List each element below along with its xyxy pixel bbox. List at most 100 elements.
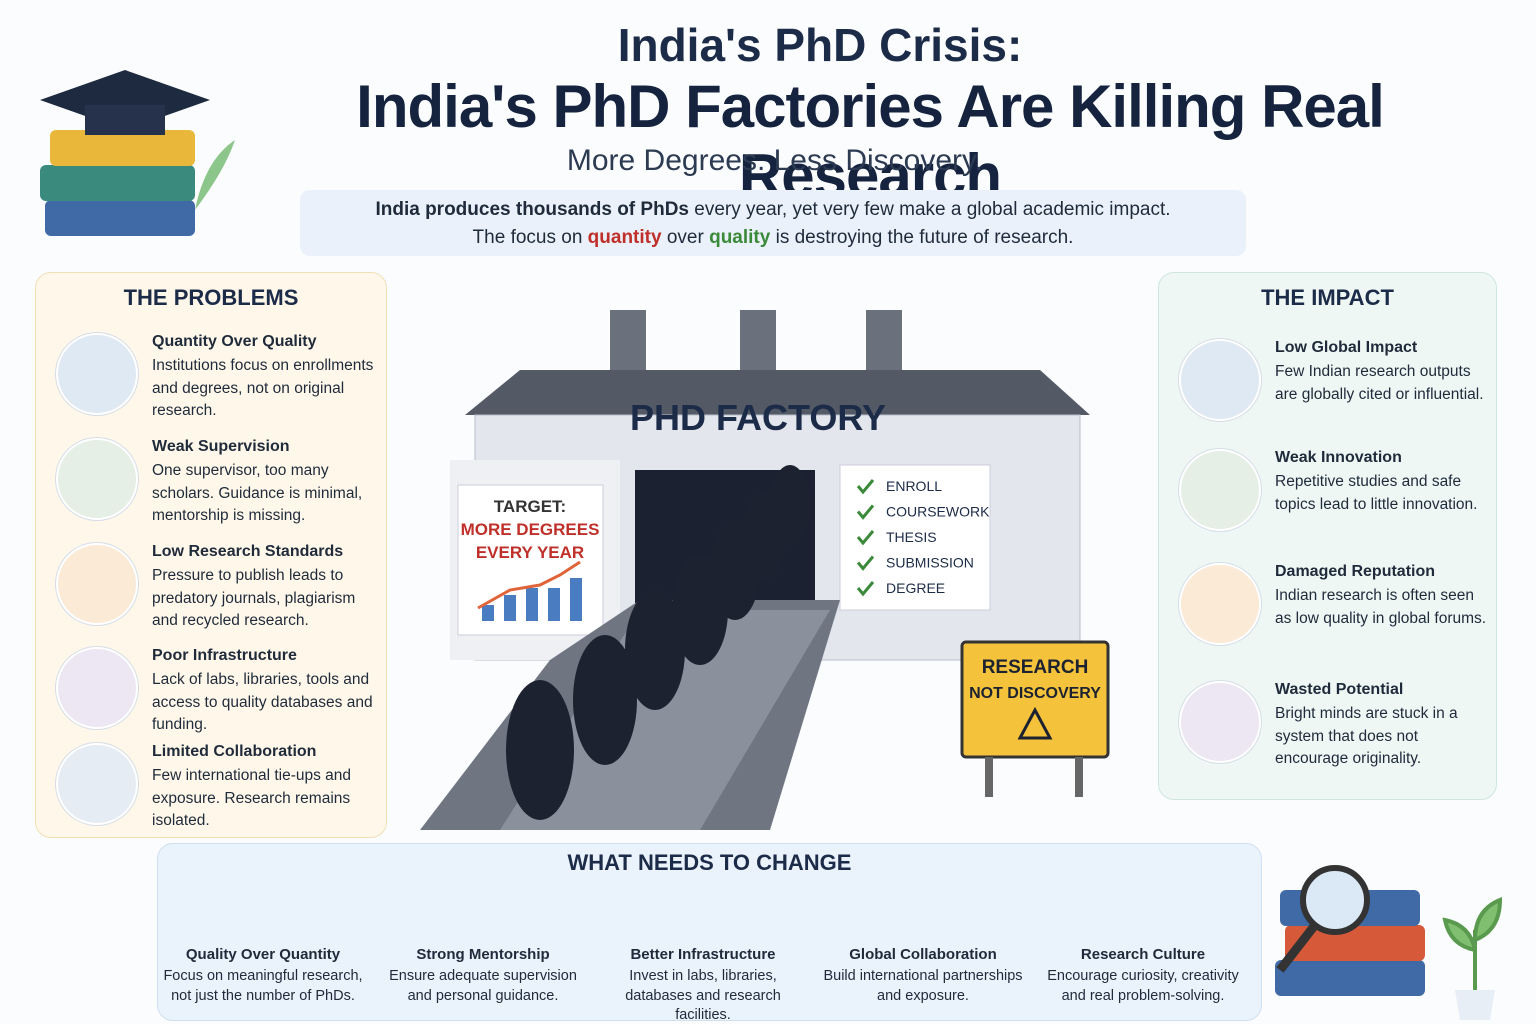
- change-item: Global Collaboration Build international …: [823, 884, 1023, 1006]
- item-title: Wasted Potential: [1275, 681, 1404, 698]
- item-text: Institutions focus on enrollments and de…: [152, 357, 374, 419]
- check-icon: [856, 530, 875, 546]
- intro-bold: India produces thousands of PhDs: [375, 199, 689, 220]
- change-title: Quality Over Quantity: [185, 946, 341, 963]
- intro-quality: quality: [709, 227, 771, 248]
- change-item: Quality Over Quantity Focus on meaningful…: [163, 884, 363, 1006]
- item-text: Few international tie-ups and exposure. …: [152, 767, 352, 829]
- intro-box: India produces thousands of PhDs every y…: [300, 190, 1246, 256]
- item-body: Wasted Potential Bright minds are stuck i…: [1275, 681, 1489, 771]
- intro-quantity: quantity: [587, 227, 662, 248]
- change-text: Invest in labs, libraries, databases and…: [625, 968, 781, 1023]
- item-icon: [1179, 563, 1261, 645]
- checklist-item: COURSEWORK: [886, 504, 990, 520]
- impact-item: Low Global Impact Few Indian research out…: [1179, 339, 1489, 421]
- warning-line: NOT DISCOVERY: [969, 685, 1101, 702]
- item-body: Weak Innovation Repetitive studies and sa…: [1275, 449, 1489, 531]
- item-title: Low Global Impact: [1275, 339, 1418, 356]
- intro-text: The focus on: [472, 227, 588, 248]
- item-text: Lack of labs, libraries, tools and acces…: [152, 671, 373, 733]
- checklist-item: ENROLL: [886, 478, 942, 494]
- conveyor: [500, 610, 830, 830]
- item-body: Low Research Standards Pressure to publis…: [152, 543, 376, 633]
- magnifier-illustration: [1275, 865, 1503, 1020]
- problems-item: Poor Infrastructure Lack of labs, librari…: [56, 647, 376, 737]
- change-item: Strong Mentorship Ensure adequate supervi…: [383, 884, 583, 1006]
- intro-text: every year, yet very few make a global a…: [688, 199, 1171, 220]
- problems-heading: THE PROBLEMS: [123, 285, 299, 310]
- item-body: Quantity Over Quality Institutions focus …: [152, 333, 376, 423]
- impact-panel: THE IMPACT Low Global Impact Few Indian re…: [1158, 272, 1497, 800]
- item-icon: [56, 743, 138, 825]
- item-text: Bright minds are stuck in a system that …: [1275, 705, 1458, 767]
- item-title: Poor Infrastructure: [152, 647, 297, 664]
- problems-item: Quantity Over Quality Institutions focus …: [56, 333, 376, 423]
- change-text: Focus on meaningful research, not just t…: [163, 968, 363, 1004]
- item-icon: [56, 543, 138, 625]
- subtitle: More Degrees. Less Discovery.: [566, 144, 984, 177]
- change-title: Better Infrastructure: [630, 946, 776, 963]
- check-icon: [856, 479, 875, 495]
- impact-item: Damaged Reputation Indian research is oft…: [1179, 563, 1489, 645]
- title-line1: India's PhD Crisis:: [617, 19, 1023, 71]
- change-text: Encourage curiosity, creativity and real…: [1047, 968, 1239, 1004]
- item-icon: [1179, 339, 1261, 421]
- item-body: Limited Collaboration Few international t…: [152, 743, 376, 833]
- problems-item: Limited Collaboration Few international t…: [56, 743, 376, 833]
- item-body: Low Global Impact Few Indian research out…: [1275, 339, 1489, 421]
- intro-text: is destroying the future of research.: [770, 227, 1074, 248]
- item-icon: [1179, 449, 1261, 531]
- target-line: MORE DEGREES: [461, 520, 600, 539]
- item-icon: [56, 647, 138, 729]
- checklist-item: DEGREE: [886, 580, 945, 596]
- problems-item: Low Research Standards Pressure to publis…: [56, 543, 376, 633]
- impact-item: Wasted Potential Bright minds are stuck i…: [1179, 681, 1489, 771]
- target-line: EVERY YEAR: [476, 543, 584, 562]
- change-panel: WHAT NEEDS TO CHANGE Quality Over Quantit…: [157, 843, 1262, 1024]
- checklist-item: THESIS: [886, 529, 937, 545]
- item-text: Pressure to publish leads to predatory j…: [152, 567, 356, 629]
- problems-panel: THE PROBLEMS Quantity Over Quality Institu…: [35, 272, 387, 838]
- books-illustration: [40, 70, 235, 236]
- impact-item: Weak Innovation Repetitive studies and sa…: [1179, 449, 1489, 531]
- item-title: Weak Supervision: [152, 438, 290, 455]
- item-text: Few Indian research outputs are globally…: [1275, 363, 1484, 403]
- checklist-item: SUBMISSION: [886, 555, 974, 571]
- item-icon: [1179, 681, 1261, 763]
- item-body: Weak Supervision One supervisor, too many…: [152, 438, 376, 528]
- item-text: Indian research is often seen as low qua…: [1275, 587, 1487, 627]
- target-label: TARGET:: [494, 497, 566, 516]
- change-item: Research Culture Encourage curiosity, cre…: [1043, 884, 1243, 1006]
- change-title: Strong Mentorship: [416, 946, 550, 963]
- item-text: One supervisor, too many scholars. Guida…: [152, 462, 363, 524]
- item-title: Weak Innovation: [1275, 449, 1402, 466]
- impact-heading: THE IMPACT: [1261, 285, 1394, 310]
- problems-item: Weak Supervision One supervisor, too many…: [56, 438, 376, 528]
- change-text: Ensure adequate supervision and personal…: [389, 968, 577, 1004]
- item-icon: [56, 438, 138, 520]
- check-icon: [856, 581, 875, 597]
- item-title: Quantity Over Quality: [152, 333, 317, 350]
- change-title: Global Collaboration: [849, 946, 997, 963]
- intro-line: India produces thousands of PhDs every y…: [300, 196, 1246, 224]
- title-line2: India's PhD Factories Are Killing Real R…: [356, 73, 1385, 209]
- warning-line: RESEARCH: [982, 657, 1089, 678]
- factory-illustration: PHD FACTORY TARGET: MORE DEGREES EVERY Y…: [420, 310, 1110, 830]
- item-title: Low Research Standards: [152, 543, 344, 560]
- change-title: Research Culture: [1080, 946, 1206, 963]
- item-title: Limited Collaboration: [152, 743, 317, 760]
- change-text: Build international partnerships and exp…: [823, 968, 1023, 1004]
- item-body: Poor Infrastructure Lack of labs, librari…: [152, 647, 376, 737]
- intro-text: over: [661, 227, 710, 248]
- item-title: Damaged Reputation: [1275, 563, 1436, 580]
- intro-line: The focus on quantity over quality is de…: [300, 224, 1246, 252]
- change-item: Better Infrastructure Invest in labs, lib…: [603, 884, 803, 1024]
- item-body: Damaged Reputation Indian research is oft…: [1275, 563, 1489, 645]
- check-icon: [856, 555, 875, 571]
- factory-sign: PHD FACTORY: [630, 397, 886, 438]
- change-heading: WHAT NEEDS TO CHANGE: [567, 850, 852, 875]
- item-text: Repetitive studies and safe topics lead …: [1275, 473, 1478, 513]
- check-icon: [856, 504, 875, 520]
- item-icon: [56, 333, 138, 415]
